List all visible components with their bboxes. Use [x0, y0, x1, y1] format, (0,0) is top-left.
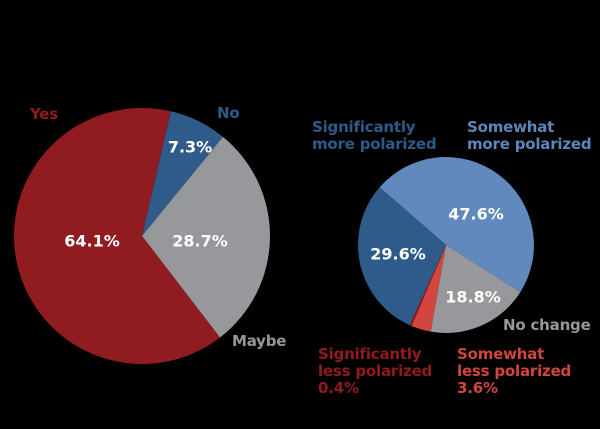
label-line: less polarized [318, 362, 433, 380]
pie-slice-significantly-more-polarized [358, 187, 446, 326]
pie-slice-no-change [430, 245, 521, 333]
pie-slice-somewhat-less-polarized [411, 245, 446, 332]
label-line: Somewhat [457, 345, 545, 363]
label-somewhat-less-polarized: Somewhat less polarized 3.6% [457, 346, 571, 397]
right-pie-chart [358, 157, 534, 333]
pie-slice-yes [13, 107, 220, 364]
pie-slice-somewhat-more-polarized [379, 157, 534, 293]
label-maybe: Maybe [232, 332, 287, 350]
label-line: more polarized [467, 135, 592, 153]
label-yes: Yes [30, 105, 58, 123]
pie-slice-significantly-less-polarized [409, 245, 446, 326]
label-line: more polarized [312, 135, 437, 153]
label-line: Significantly [312, 118, 416, 136]
label-line: Somewhat [467, 118, 555, 136]
label-no: No [217, 104, 240, 122]
label-value: 3.6% [457, 379, 498, 397]
value-yes: 64.1% [64, 231, 120, 251]
pie-slice-no [142, 111, 223, 236]
label-significantly-more-polarized: Significantly more polarized [312, 118, 437, 153]
value-no-change: 18.8% [445, 287, 501, 307]
value-no: 7.3% [167, 137, 213, 157]
label-no-change: No change [503, 316, 591, 334]
value-maybe: 28.7% [172, 231, 228, 251]
left-pie-chart [13, 107, 270, 364]
value-significantly-more: 29.6% [370, 244, 426, 264]
label-line: less polarized [457, 362, 572, 380]
pie-slice-maybe [142, 136, 270, 338]
label-value: 0.4% [318, 379, 359, 397]
value-somewhat-more: 47.6% [448, 204, 504, 224]
label-significantly-less-polarized: Significantly less polarized 0.4% [318, 346, 432, 397]
label-somewhat-more-polarized: Somewhat more polarized [467, 118, 592, 153]
label-line: Significantly [318, 345, 422, 363]
